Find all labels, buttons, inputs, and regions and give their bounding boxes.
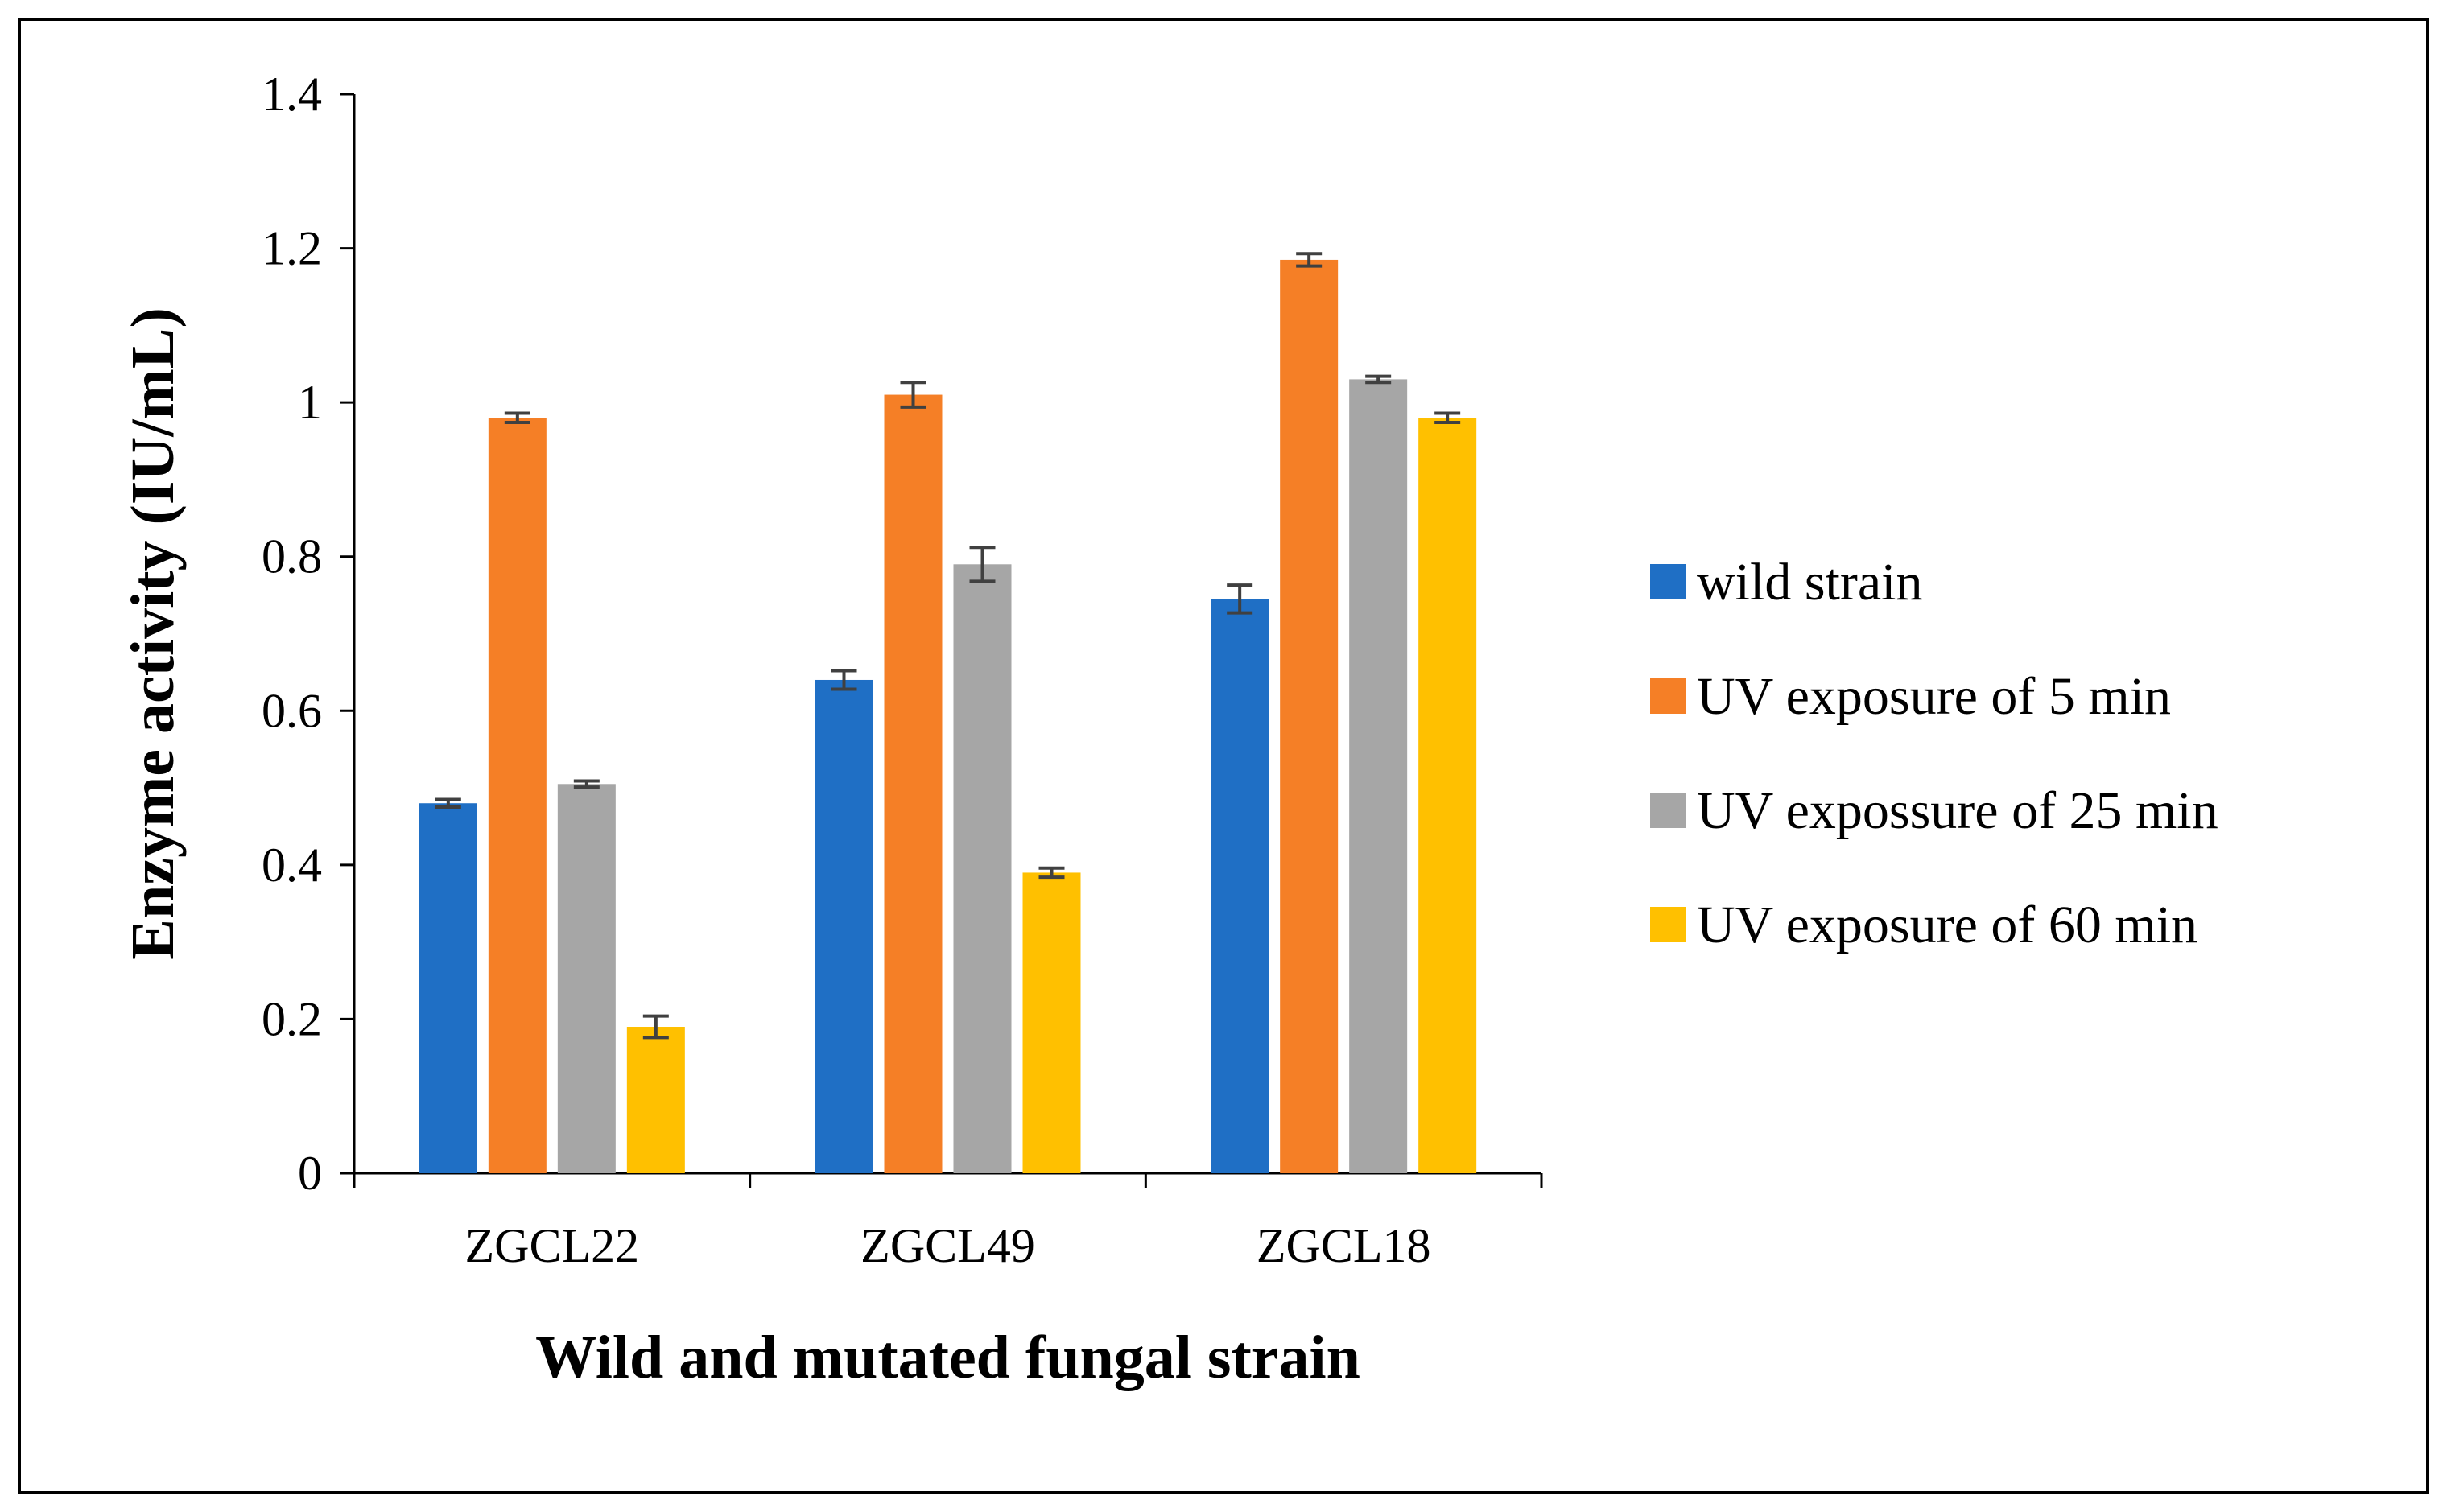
error-bar <box>1434 411 1461 425</box>
y-tick-label: 0.8 <box>262 530 322 583</box>
legend-label: UV expossure of 25 min <box>1697 781 2218 840</box>
bar <box>1022 872 1081 1173</box>
legend-item: wild strain <box>1650 553 1922 612</box>
legend-swatch <box>1650 793 1686 828</box>
error-bar <box>969 546 996 583</box>
error-bar <box>1296 252 1323 268</box>
y-tick-label: 1.2 <box>262 222 322 275</box>
bar <box>1280 259 1339 1173</box>
bar <box>953 564 1012 1173</box>
bars <box>419 259 1477 1174</box>
bar <box>1349 379 1408 1174</box>
error-bar <box>1227 583 1253 615</box>
y-tick-label: 0.6 <box>262 684 322 737</box>
error-bar <box>573 779 600 789</box>
legend-label: UV exposure of 60 min <box>1697 896 2197 954</box>
legend-swatch <box>1650 907 1686 942</box>
legend-swatch <box>1650 678 1686 714</box>
x-axis-title: Wild and mutated fungal strain <box>535 1324 1360 1391</box>
bar <box>1211 599 1269 1173</box>
legend-item: UV exposure of 60 min <box>1650 896 2197 954</box>
error-bar <box>1038 866 1065 880</box>
error-bar <box>900 381 926 409</box>
legend-item: UV exposure of 5 min <box>1650 667 2171 726</box>
bar <box>557 784 616 1173</box>
error-bar <box>435 797 461 810</box>
bar <box>1418 418 1477 1173</box>
bar <box>419 803 477 1173</box>
legend-label: UV exposure of 5 min <box>1697 667 2171 726</box>
error-bars <box>435 252 1461 1040</box>
error-bar <box>642 1014 669 1040</box>
bar <box>884 394 943 1173</box>
legend-label: wild strain <box>1697 553 1922 612</box>
y-tick-labels: 0 0.2 0.4 0.6 0.8 1 1.2 1.4 <box>262 68 322 1200</box>
y-tick-label: 1 <box>298 376 322 429</box>
bar <box>815 679 873 1173</box>
legend-item: UV expossure of 25 min <box>1650 781 2218 840</box>
error-bar <box>1365 374 1392 385</box>
legend-swatch <box>1650 564 1686 599</box>
x-tick-label: ZGCL22 <box>465 1219 640 1272</box>
error-bar <box>831 669 857 691</box>
x-tick-label: ZGCL49 <box>860 1219 1035 1272</box>
x-tick-labels: ZGCL22 ZGCL49 ZGCL18 <box>465 1219 1431 1272</box>
y-tick-label: 0 <box>298 1147 322 1200</box>
y-axis-title: Enzyme activity (IU/mL) <box>119 307 187 960</box>
x-tick-label: ZGCL18 <box>1257 1219 1431 1272</box>
bar <box>626 1027 685 1173</box>
error-bar <box>504 411 530 425</box>
y-tick-label: 0.2 <box>262 992 322 1045</box>
legend: wild strain UV exposure of 5 min UV exposs… <box>1650 553 2218 954</box>
y-tick-label: 1.4 <box>262 68 322 121</box>
bar <box>488 418 547 1173</box>
axes <box>340 93 1543 1188</box>
y-tick-label: 0.4 <box>262 838 322 892</box>
